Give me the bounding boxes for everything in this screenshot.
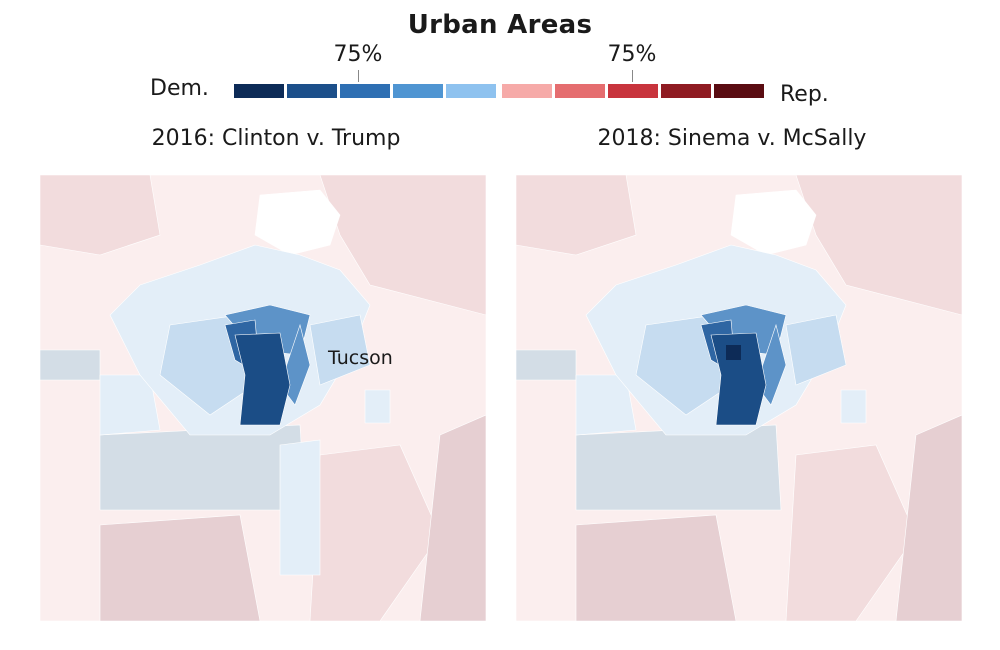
mountains-blank [254, 189, 341, 256]
legend-swatch-dem-5 [446, 84, 496, 98]
city-label-tucson: Tucson [328, 347, 393, 369]
legend-swatch-dem-2 [287, 84, 337, 98]
map-2018[interactable] [516, 175, 962, 621]
legend-swatch-rep-3 [608, 84, 658, 98]
district-core-darkest [234, 332, 291, 426]
district-nw [40, 175, 161, 256]
district-east-pale [840, 389, 867, 424]
legend-swatch-dem-1 [234, 84, 284, 98]
district-east-light [785, 314, 847, 386]
map-title-2018: 2018: Sinema v. McSally [597, 126, 867, 151]
district-south-gray [99, 424, 306, 511]
map-title-2016: 2016: Clinton v. Trump [151, 126, 401, 151]
district-south-pale [279, 439, 321, 576]
district-core-darkest [710, 332, 767, 426]
legend-swatch-dem-4 [393, 84, 443, 98]
district-e [419, 414, 486, 621]
district-se [785, 444, 917, 621]
district-sw [575, 514, 737, 621]
district-e [895, 414, 962, 621]
legend-rep-label: Rep. [780, 82, 829, 107]
district-east-light [309, 314, 371, 386]
color-legend [234, 84, 764, 98]
district-core-deepest [726, 345, 741, 360]
legend-dem-label: Dem. [150, 76, 209, 101]
district-east-pale [364, 389, 391, 424]
district-south-gray [575, 424, 782, 511]
legend-swatch-rep-4 [661, 84, 711, 98]
legend-swatch-rep-2 [555, 84, 605, 98]
legend-swatch-rep-5 [714, 84, 764, 98]
mountains-blank [730, 189, 817, 256]
district-west-pale [99, 374, 161, 436]
district-se [309, 444, 441, 621]
legend-rep-tick [632, 70, 633, 82]
legend-swatch-rep-1 [502, 84, 552, 98]
district-nw [516, 175, 637, 256]
legend-rep-tick-label: 75% [607, 42, 657, 67]
legend-dem-tick-label: 75% [333, 42, 383, 67]
chart-title: Urban Areas [407, 10, 593, 40]
district-west-gray [40, 349, 101, 381]
map-2016[interactable] [40, 175, 486, 621]
district-west-pale [575, 374, 637, 436]
legend-dem-tick [358, 70, 359, 82]
district-sw [99, 514, 261, 621]
district-west-gray [516, 349, 577, 381]
legend-swatch-dem-3 [340, 84, 390, 98]
